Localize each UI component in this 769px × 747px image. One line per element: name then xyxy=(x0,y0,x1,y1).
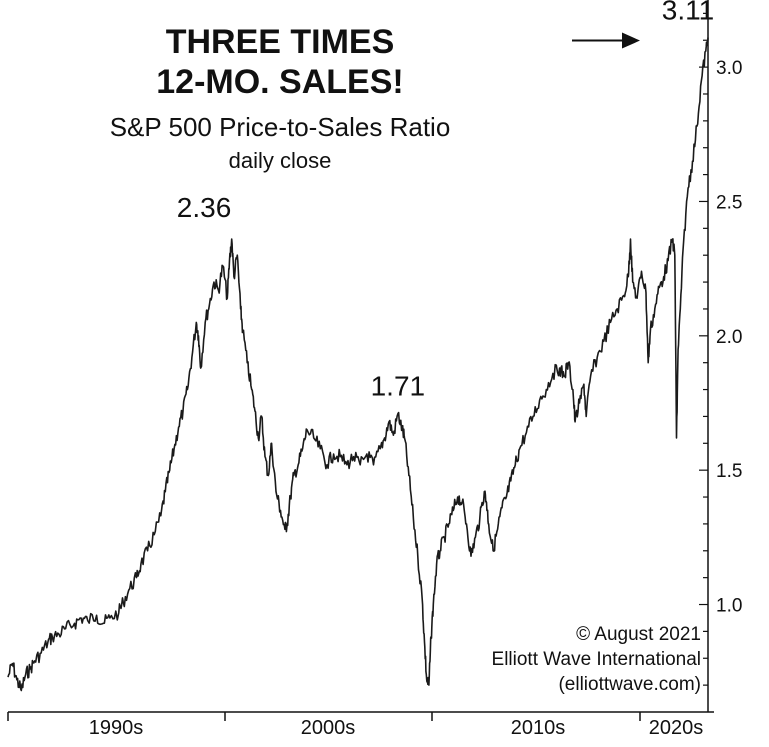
y-tick-label: 3.0 xyxy=(716,58,742,79)
annotation-label: 2.36 xyxy=(177,192,232,223)
chart-axes xyxy=(7,0,714,721)
chart-title-line1: THREE TIMES xyxy=(165,23,395,61)
chart-subtitle-daily-close: daily close xyxy=(228,148,332,173)
y-tick-label: 1.0 xyxy=(716,596,742,617)
y-tick-label: 2.0 xyxy=(716,327,742,348)
arrow-annotation xyxy=(572,32,640,49)
series-line xyxy=(7,37,709,692)
chart-title-line2: 12-MO. SALES! xyxy=(156,63,404,101)
x-tick-label: 2000s xyxy=(301,717,356,739)
credits-website: (elliottwave.com) xyxy=(558,674,701,695)
x-tick-label: 2020s xyxy=(649,717,704,739)
x-tick-label: 1990s xyxy=(89,717,144,739)
annotation-label: 1.71 xyxy=(371,371,426,402)
y-tick-label: 1.5 xyxy=(716,461,742,482)
chart-labels: 1.0 1.5 2.0 2.5 3.0 1990s 2000s 2010s 2020s 2.36 1… xyxy=(89,0,743,739)
chart-subtitle: S&P 500 Price-to-Sales Ratio xyxy=(109,112,451,142)
credits-copyright: © August 2021 xyxy=(576,624,701,645)
y-tick-label: 2.5 xyxy=(716,192,742,213)
credits-block: © August 2021 Elliott Wave International… xyxy=(492,622,701,697)
x-tick-label: 2010s xyxy=(511,717,566,739)
arrow-head-icon xyxy=(622,32,640,49)
annotation-label: 3.11 xyxy=(662,0,714,26)
plot-area xyxy=(7,37,709,692)
credits-publisher: Elliott Wave International xyxy=(491,649,701,670)
